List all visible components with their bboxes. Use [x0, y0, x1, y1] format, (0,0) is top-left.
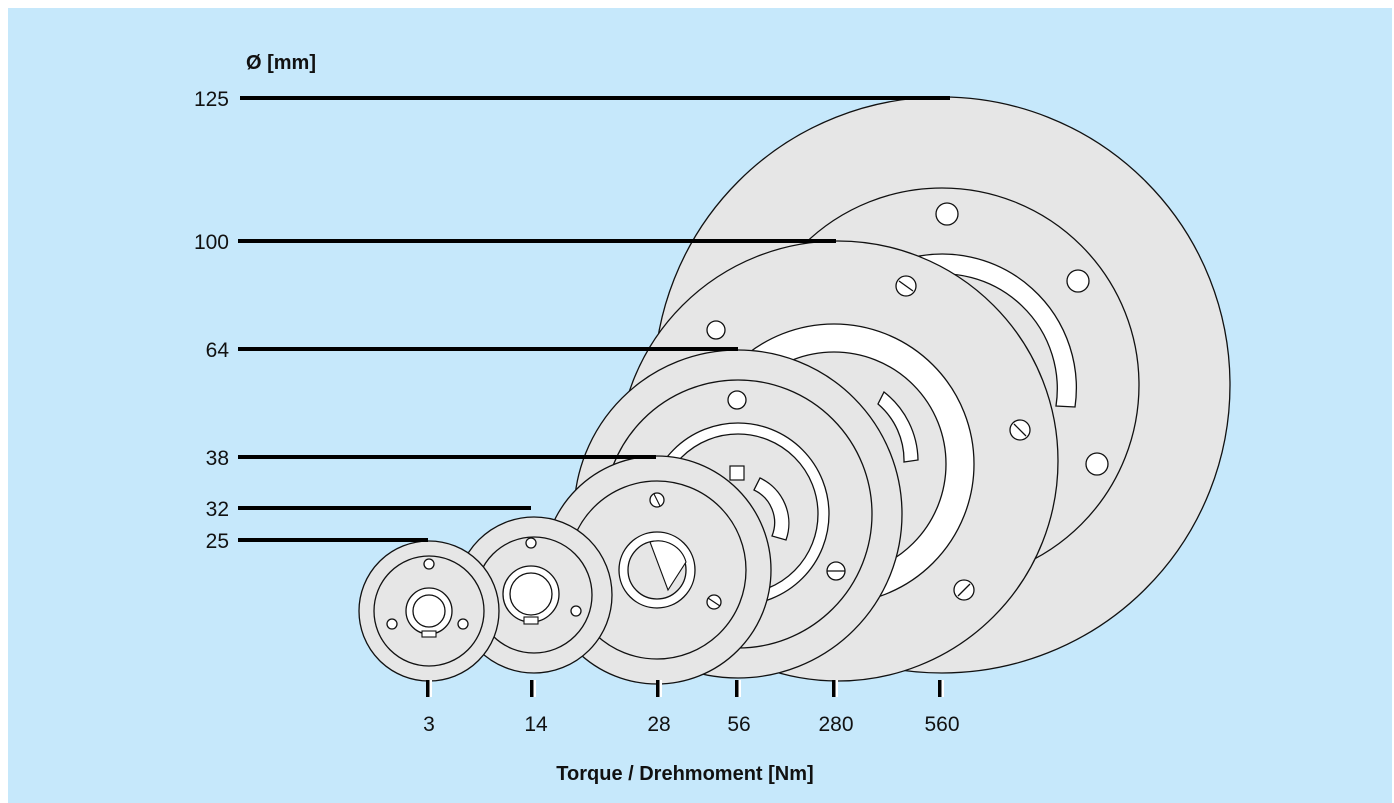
diameter-label-38: 38 — [206, 447, 229, 470]
disc-25 — [358, 540, 500, 682]
torque-label-3: 3 — [423, 713, 435, 736]
screw-icon — [826, 561, 846, 581]
diameter-label-100: 100 — [194, 231, 229, 254]
diagram-background: Ø [mm] Torque / Drehmoment [Nm] 125 100 … — [8, 8, 1392, 803]
torque-label-56: 56 — [727, 713, 750, 736]
torque-label-280: 280 — [818, 713, 853, 736]
torque-ticks — [426, 680, 944, 697]
screw-icon — [1009, 419, 1031, 441]
diameter-label-25: 25 — [206, 530, 229, 553]
screw-icon — [706, 594, 722, 610]
screw-icon — [895, 275, 917, 297]
screw-icon — [649, 492, 665, 508]
diameter-axis-title: Ø [mm] — [246, 52, 316, 74]
screw-icon — [953, 579, 975, 601]
diameter-label-64: 64 — [206, 339, 230, 362]
torque-label-28: 28 — [647, 713, 670, 736]
torque-label-14: 14 — [524, 713, 548, 736]
torque-axis-title: Torque / Drehmoment [Nm] — [556, 763, 813, 785]
diameter-label-125: 125 — [194, 88, 229, 111]
diameter-label-32: 32 — [206, 498, 229, 521]
torque-label-560: 560 — [924, 713, 959, 736]
coupling-size-diagram: Ø [mm] Torque / Drehmoment [Nm] 125 100 … — [194, 52, 1231, 785]
